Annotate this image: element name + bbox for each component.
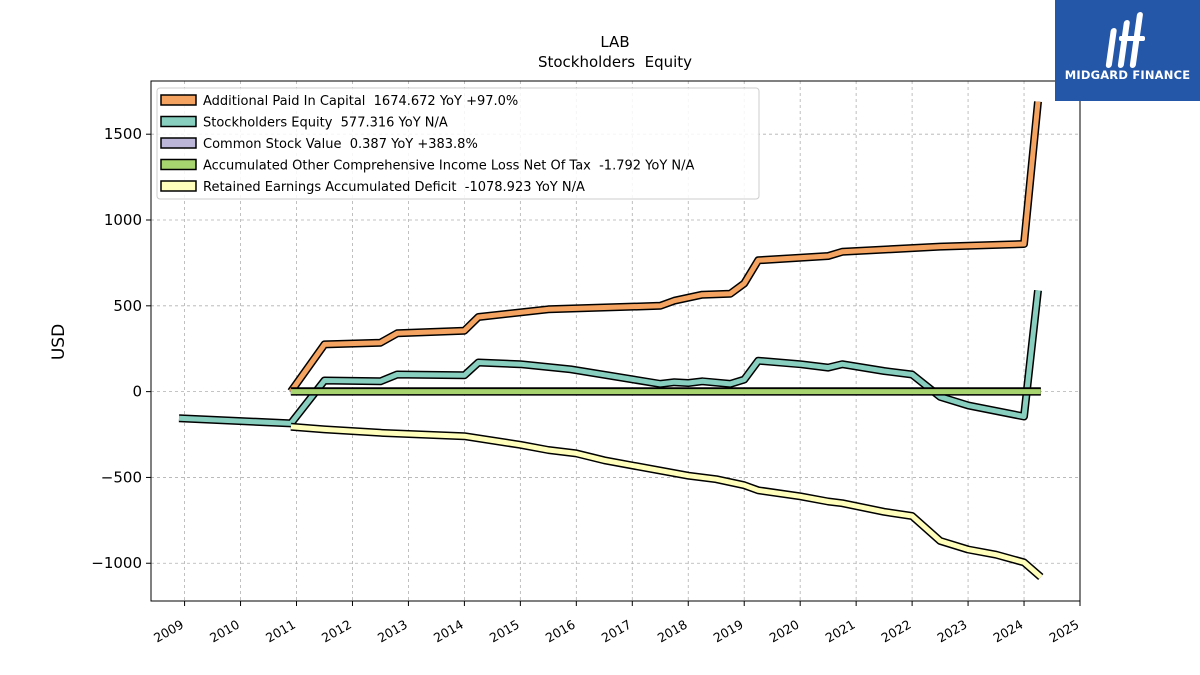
midgard-logo-icon (1105, 12, 1145, 68)
x-tick-label: 2016 (543, 617, 578, 646)
series-line-4 (290, 424, 1043, 579)
x-tick-label: 2011 (263, 617, 298, 646)
x-tick-label: 2010 (207, 617, 242, 646)
x-tick-label: 2012 (319, 617, 354, 646)
chart-title: LAB (600, 33, 629, 51)
x-tick-label: 2018 (655, 617, 690, 646)
legend-swatch (160, 115, 197, 128)
x-tick-label: 2024 (990, 617, 1025, 646)
legend-label: Additional Paid In Capital 1674.672 YoY … (203, 94, 518, 109)
plot-frame (150, 80, 1081, 602)
legend-label: Accumulated Other Comprehensive Income L… (203, 159, 694, 174)
series-line-1 (178, 290, 1041, 426)
series-line-0 (288, 101, 1041, 394)
legend: Additional Paid In Capital 1674.672 YoY … (156, 87, 760, 200)
chart-subtitle: Stockholders Equity (538, 53, 692, 71)
legend-label: Retained Earnings Accumulated Deficit -1… (203, 180, 585, 195)
x-tick-label: 2013 (375, 617, 410, 646)
midgard-finance-logo: MIDGARD FINANCE (1055, 0, 1200, 101)
x-tick-label: 2009 (151, 617, 186, 646)
x-tick-label: 2017 (599, 617, 634, 646)
x-tick-label: 2023 (935, 617, 970, 646)
series-outline-4 (290, 422, 1044, 581)
y-axis-label: USD (49, 324, 69, 360)
legend-box (156, 87, 760, 200)
x-tick-label: 2022 (879, 617, 914, 646)
y-tick-label: 1000 (104, 211, 142, 229)
y-tick-label: −1000 (91, 554, 142, 572)
y-tick-label: 500 (113, 297, 142, 315)
y-tick-label: 1500 (104, 125, 142, 143)
y-axis: −1000 −500 0 500 1000 1500 (91, 125, 151, 572)
legend-swatch (160, 158, 197, 171)
x-axis: 2009 2010 2011 2012 2013 2014 2015 2016 2017 2018… (151, 601, 1082, 646)
legend-swatch (160, 137, 197, 149)
legend-label: Stockholders Equity 577.316 YoY N/A (203, 116, 448, 131)
series-layer (178, 101, 1044, 581)
x-tick-label: 2020 (767, 617, 802, 646)
logo-text: MIDGARD FINANCE (1064, 68, 1191, 82)
x-tick-label: 2025 (1046, 617, 1081, 646)
x-tick-label: 2015 (487, 617, 522, 646)
legend-swatch (160, 180, 197, 192)
x-tick-label: 2014 (431, 617, 466, 646)
y-tick-label: 0 (132, 383, 142, 401)
x-tick-label: 2021 (823, 617, 858, 646)
x-tick-label: 2019 (711, 617, 746, 646)
y-tick-label: −500 (101, 468, 142, 486)
legend-swatch (160, 94, 197, 106)
legend-label: Common Stock Value 0.387 YoY +383.8% (203, 137, 478, 152)
